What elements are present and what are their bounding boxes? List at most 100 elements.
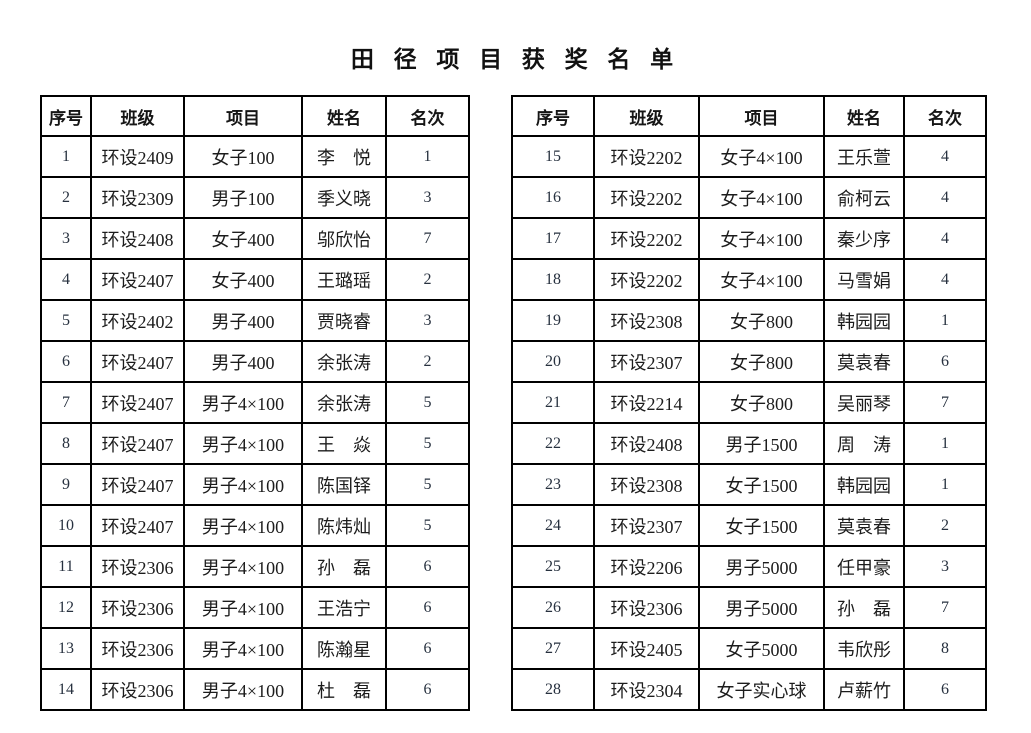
column-header: 姓名 — [301, 95, 387, 137]
column-header: 序号 — [40, 95, 92, 137]
table-cell: 7 — [385, 217, 470, 260]
table-cell: 王浩宁 — [301, 586, 387, 629]
table-cell: 陈炜灿 — [301, 504, 387, 547]
table-cell: 4 — [903, 258, 987, 301]
table-header-row: 序号 班级 项目 姓名 名次 — [511, 95, 987, 137]
table-cell: 男子4×100 — [183, 504, 303, 547]
table-cell: 5 — [385, 463, 470, 506]
table-row: 6 环设2407 男子400 余张涛 2 — [40, 340, 470, 383]
table-cell: 男子4×100 — [183, 668, 303, 711]
table-cell: 环设2306 — [90, 627, 185, 670]
column-header: 名次 — [903, 95, 987, 137]
table-cell: 环设2309 — [90, 176, 185, 219]
table-cell: 3 — [385, 299, 470, 342]
table-cell: 环设2307 — [593, 340, 700, 383]
table-cell: 男子400 — [183, 299, 303, 342]
table-cell: 陈国铎 — [301, 463, 387, 506]
table-cell: 1 — [40, 135, 92, 178]
table-cell: 陈瀚星 — [301, 627, 387, 670]
table-cell: 11 — [40, 545, 92, 588]
column-header: 项目 — [698, 95, 825, 137]
table-row: 3 环设2408 女子400 邬欣怡 7 — [40, 217, 470, 260]
table-cell: 23 — [511, 463, 595, 506]
table-row: 12 环设2306 男子4×100 王浩宁 6 — [40, 586, 470, 629]
table-cell: 环设2202 — [593, 217, 700, 260]
table-cell: 6 — [40, 340, 92, 383]
table-cell: 5 — [385, 504, 470, 547]
table-cell: 李 悦 — [301, 135, 387, 178]
table-cell: 1 — [385, 135, 470, 178]
table-cell: 环设2202 — [593, 176, 700, 219]
table-cell: 4 — [903, 176, 987, 219]
table-cell: 男子100 — [183, 176, 303, 219]
table-cell: 男子1500 — [698, 422, 825, 465]
table-cell: 环设2202 — [593, 135, 700, 178]
table-cell: 孙 磊 — [301, 545, 387, 588]
table-cell: 6 — [385, 545, 470, 588]
table-cell: 6 — [903, 340, 987, 383]
table-cell: 女子400 — [183, 258, 303, 301]
table-cell: 17 — [511, 217, 595, 260]
column-header: 项目 — [183, 95, 303, 137]
table-cell: 环设2306 — [593, 586, 700, 629]
table-cell: 男子5000 — [698, 586, 825, 629]
table-cell: 环设2202 — [593, 258, 700, 301]
table-cell: 女子4×100 — [698, 217, 825, 260]
table-cell: 4 — [903, 217, 987, 260]
table-cell: 韦欣彤 — [823, 627, 905, 670]
column-header: 班级 — [593, 95, 700, 137]
table-cell: 20 — [511, 340, 595, 383]
page-title: 田 径 项 目 获 奖 名 单 — [350, 47, 681, 72]
table-cell: 环设2408 — [593, 422, 700, 465]
table-cell: 女子4×100 — [698, 258, 825, 301]
table-cell: 2 — [903, 504, 987, 547]
table-row: 20 环设2307 女子800 莫袁春 6 — [511, 340, 987, 383]
table-row: 4 环设2407 女子400 王璐瑶 2 — [40, 258, 470, 301]
table-cell: 环设2306 — [90, 668, 185, 711]
table-row: 24 环设2307 女子1500 莫袁春 2 — [511, 504, 987, 547]
table-cell: 周 涛 — [823, 422, 905, 465]
table-row: 23 环设2308 女子1500 韩园园 1 — [511, 463, 987, 506]
table-row: 21 环设2214 女子800 吴丽琴 7 — [511, 381, 987, 424]
table-cell: 男子5000 — [698, 545, 825, 588]
table-cell: 王璐瑶 — [301, 258, 387, 301]
table-cell: 女子4×100 — [698, 176, 825, 219]
table-cell: 25 — [511, 545, 595, 588]
table-cell: 女子1500 — [698, 504, 825, 547]
table-cell: 环设2407 — [90, 340, 185, 383]
table-cell: 男子4×100 — [183, 463, 303, 506]
table-cell: 女子100 — [183, 135, 303, 178]
table-cell: 1 — [903, 422, 987, 465]
awards-table-right: 序号 班级 项目 姓名 名次 15 环设2202 女子4×100 王乐萱 4 16 环设2202 女子… — [511, 95, 987, 711]
table-cell: 22 — [511, 422, 595, 465]
table-cell: 韩园园 — [823, 463, 905, 506]
column-header: 姓名 — [823, 95, 905, 137]
table-cell: 男子4×100 — [183, 627, 303, 670]
table-cell: 俞柯云 — [823, 176, 905, 219]
table-cell: 环设2304 — [593, 668, 700, 711]
table-row: 18 环设2202 女子4×100 马雪娟 4 — [511, 258, 987, 301]
table-cell: 卢薪竹 — [823, 668, 905, 711]
table-cell: 环设2306 — [90, 545, 185, 588]
table-cell: 余张涛 — [301, 340, 387, 383]
table-cell: 女子400 — [183, 217, 303, 260]
table-cell: 19 — [511, 299, 595, 342]
table-cell: 环设2402 — [90, 299, 185, 342]
table-cell: 15 — [511, 135, 595, 178]
table-cell: 任甲豪 — [823, 545, 905, 588]
table-cell: 环设2307 — [593, 504, 700, 547]
table-cell: 季义晓 — [301, 176, 387, 219]
table-cell: 2 — [385, 258, 470, 301]
table-cell: 环设2405 — [593, 627, 700, 670]
table-cell: 王乐萱 — [823, 135, 905, 178]
table-row: 25 环设2206 男子5000 任甲豪 3 — [511, 545, 987, 588]
awards-table-left: 序号 班级 项目 姓名 名次 1 环设2409 女子100 李 悦 1 2 环设2309 男子100 季… — [40, 95, 470, 711]
table-cell: 7 — [903, 586, 987, 629]
table-cell: 男子4×100 — [183, 381, 303, 424]
table-cell: 4 — [40, 258, 92, 301]
table-cell: 28 — [511, 668, 595, 711]
table-row: 16 环设2202 女子4×100 俞柯云 4 — [511, 176, 987, 219]
table-cell: 女子800 — [698, 381, 825, 424]
